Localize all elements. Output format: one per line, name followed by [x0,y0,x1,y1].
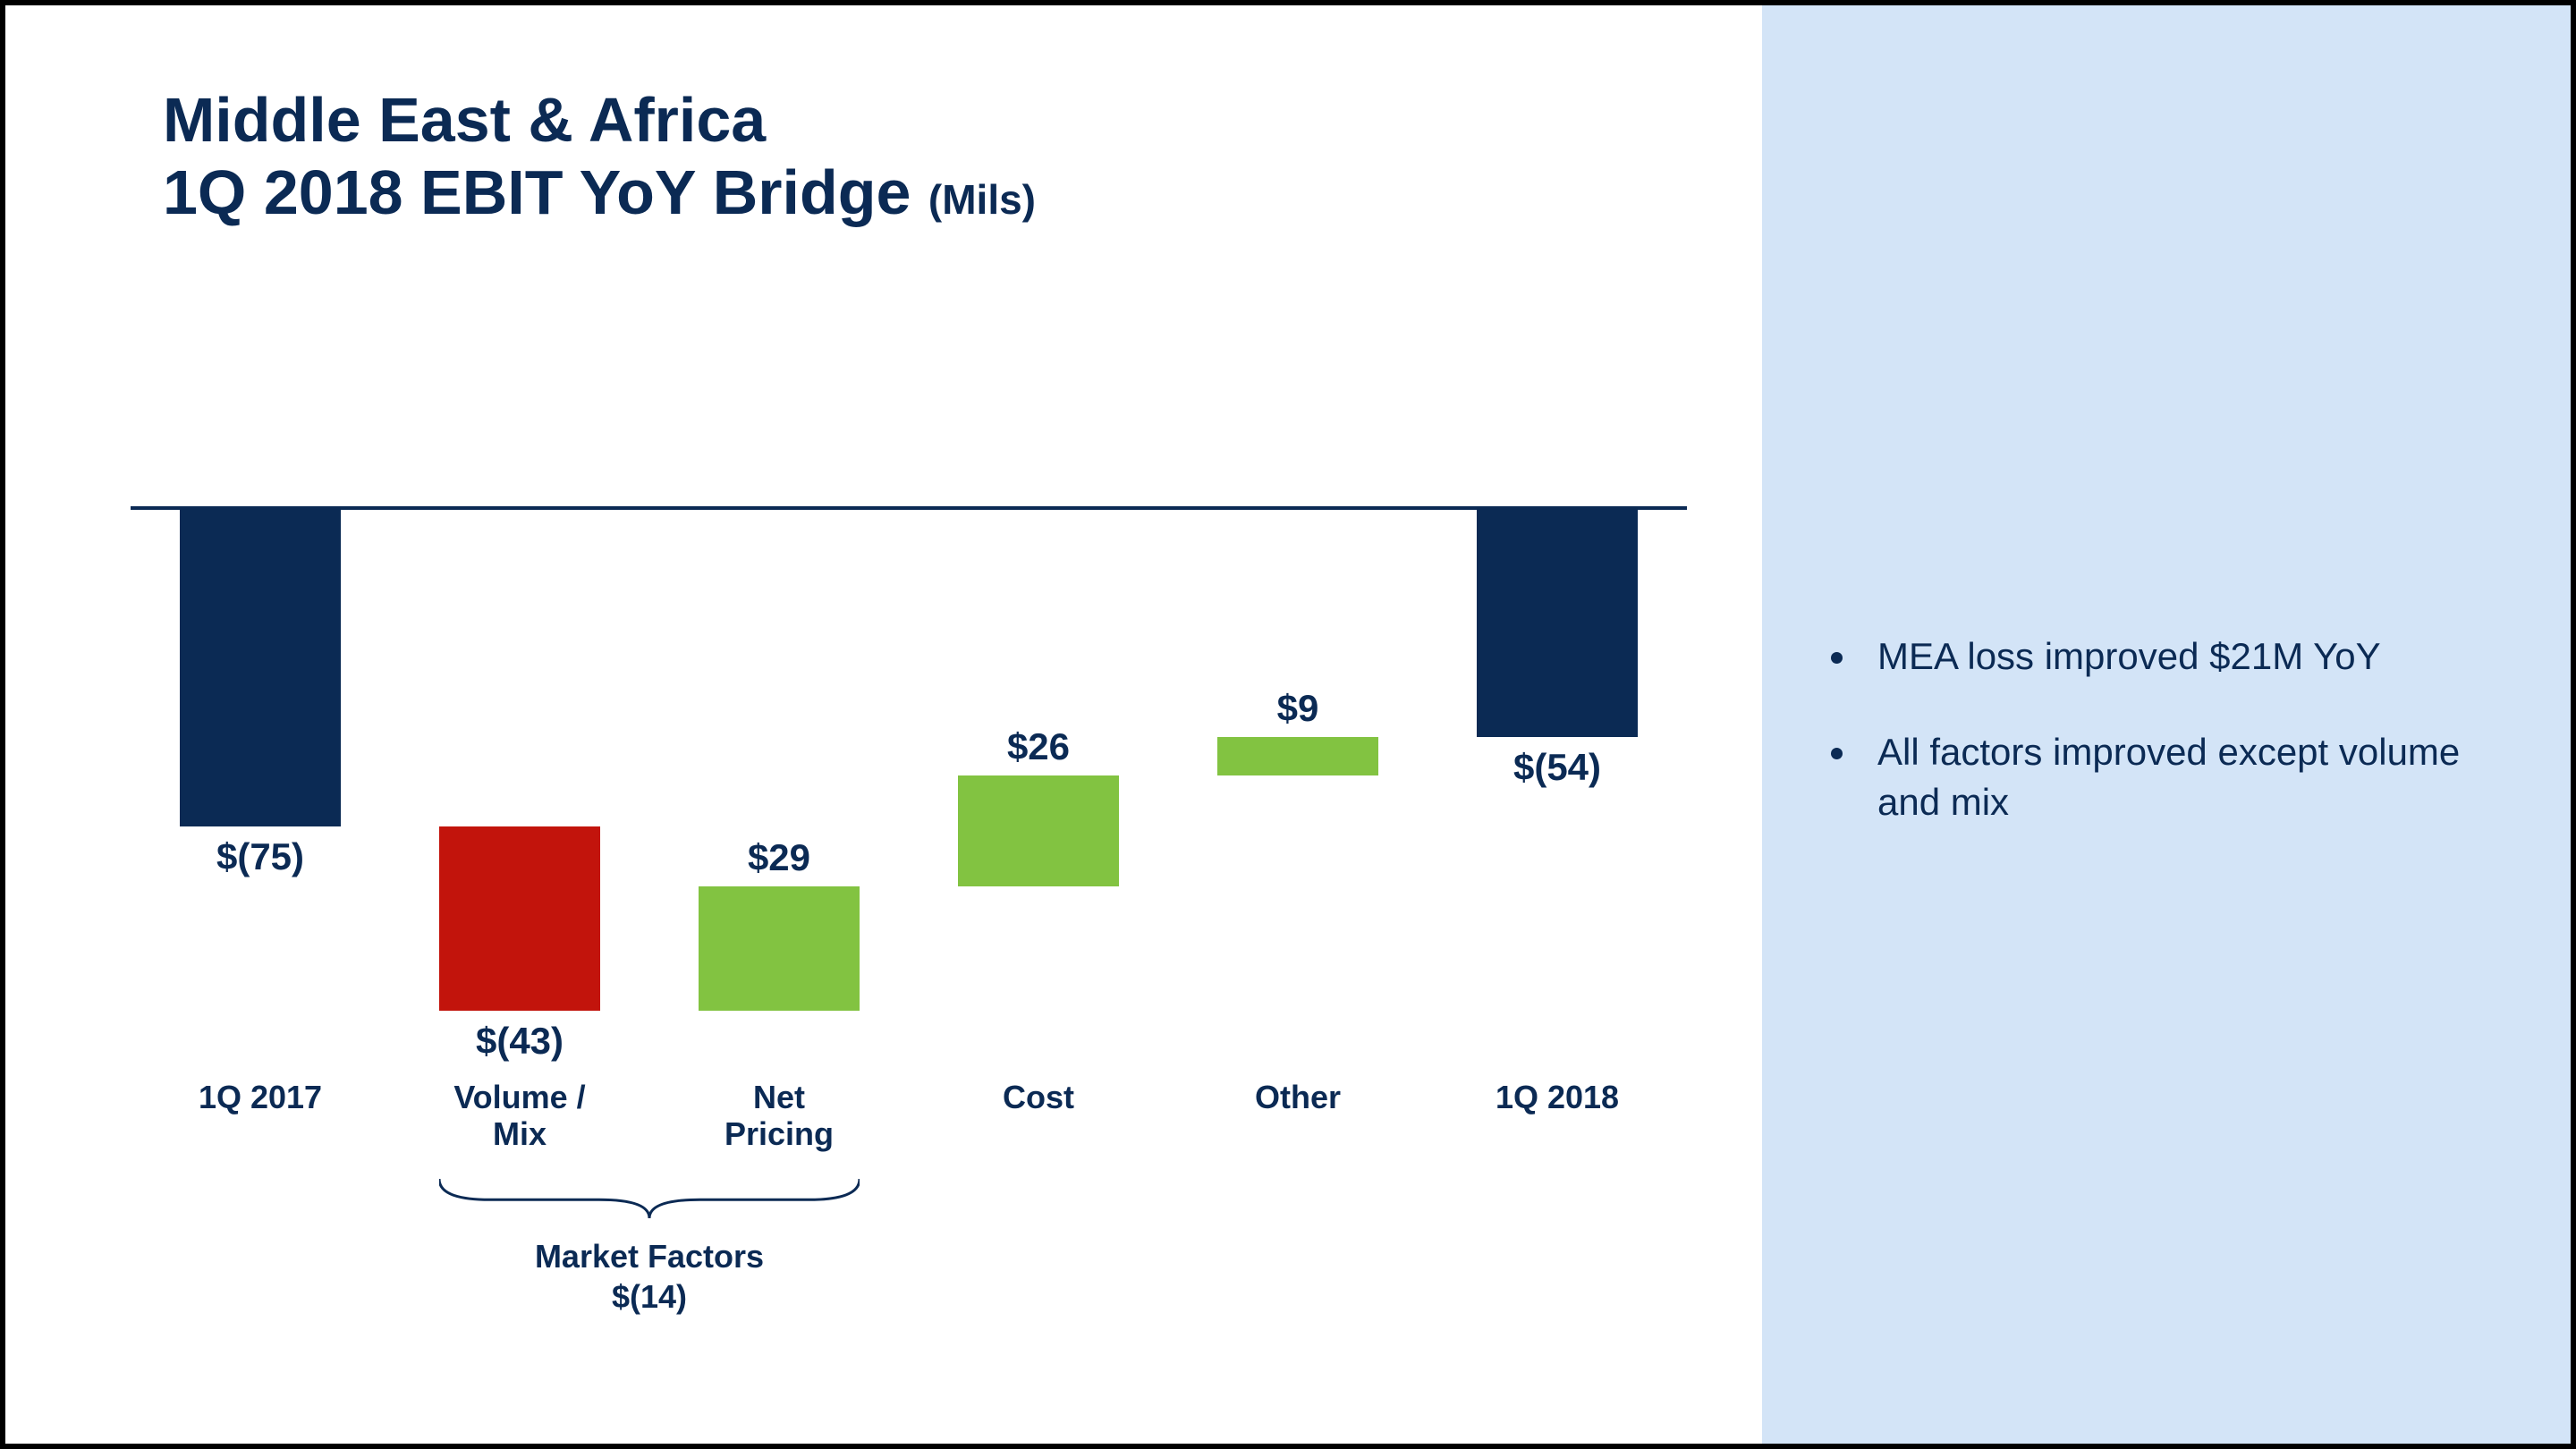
category-label-q1_2017: 1Q 2017 [131,1079,390,1115]
main-content-area: Middle East & Africa 1Q 2018 EBIT YoY Br… [5,5,1762,1444]
title-main-text: 1Q 2018 EBIT YoY Bridge [163,157,911,227]
category-label-cost: Cost [909,1079,1168,1115]
bar-vol_mix [439,826,600,1010]
title-line-1: Middle East & Africa [163,86,1036,155]
slide-title: Middle East & Africa 1Q 2018 EBIT YoY Br… [163,86,1036,230]
category-label-vol_mix: Volume /Mix [390,1079,649,1153]
bar-q1_2018 [1477,506,1638,737]
bar-cost [958,775,1119,886]
bar-value-label-q1_2018: $(54) [1428,746,1687,789]
side-commentary-panel: MEA loss improved $21M YoY All factors im… [1762,5,2571,1444]
bar-value-label-vol_mix: $(43) [390,1020,649,1063]
category-label-q1_2018: 1Q 2018 [1428,1079,1687,1115]
commentary-bullet-list: MEA loss improved $21M YoY All factors im… [1820,631,2526,873]
bar-value-label-pricing: $29 [649,836,909,879]
waterfall-chart: $(75)1Q 2017$(43)Volume /Mix$29NetPricin… [131,506,1687,1079]
chart-column-pricing: $29NetPricing [649,506,909,1079]
chart-column-q1_2017: $(75)1Q 2017 [131,506,390,1079]
title-units: (Mils) [928,176,1036,223]
market-factors-brace [439,1177,860,1240]
bar-value-label-other: $9 [1168,687,1428,730]
commentary-bullet-1: MEA loss improved $21M YoY [1860,631,2526,682]
bar-value-label-q1_2017: $(75) [131,835,390,878]
chart-column-other: $9Other [1168,506,1428,1079]
bar-pricing [699,886,860,1011]
chart-column-cost: $26Cost [909,506,1168,1079]
market-factors-label: Market Factors$(14) [439,1236,860,1317]
title-line-2: 1Q 2018 EBIT YoY Bridge (Mils) [163,155,1036,230]
category-label-other: Other [1168,1079,1428,1115]
slide-frame: Middle East & Africa 1Q 2018 EBIT YoY Br… [0,0,2576,1449]
bar-value-label-cost: $26 [909,725,1168,768]
category-label-pricing: NetPricing [649,1079,909,1153]
chart-column-vol_mix: $(43)Volume /Mix [390,506,649,1079]
bar-q1_2017 [180,506,341,826]
commentary-bullet-2: All factors improved except volume and m… [1860,727,2526,828]
chart-column-q1_2018: $(54)1Q 2018 [1428,506,1687,1079]
bar-other [1217,737,1378,775]
